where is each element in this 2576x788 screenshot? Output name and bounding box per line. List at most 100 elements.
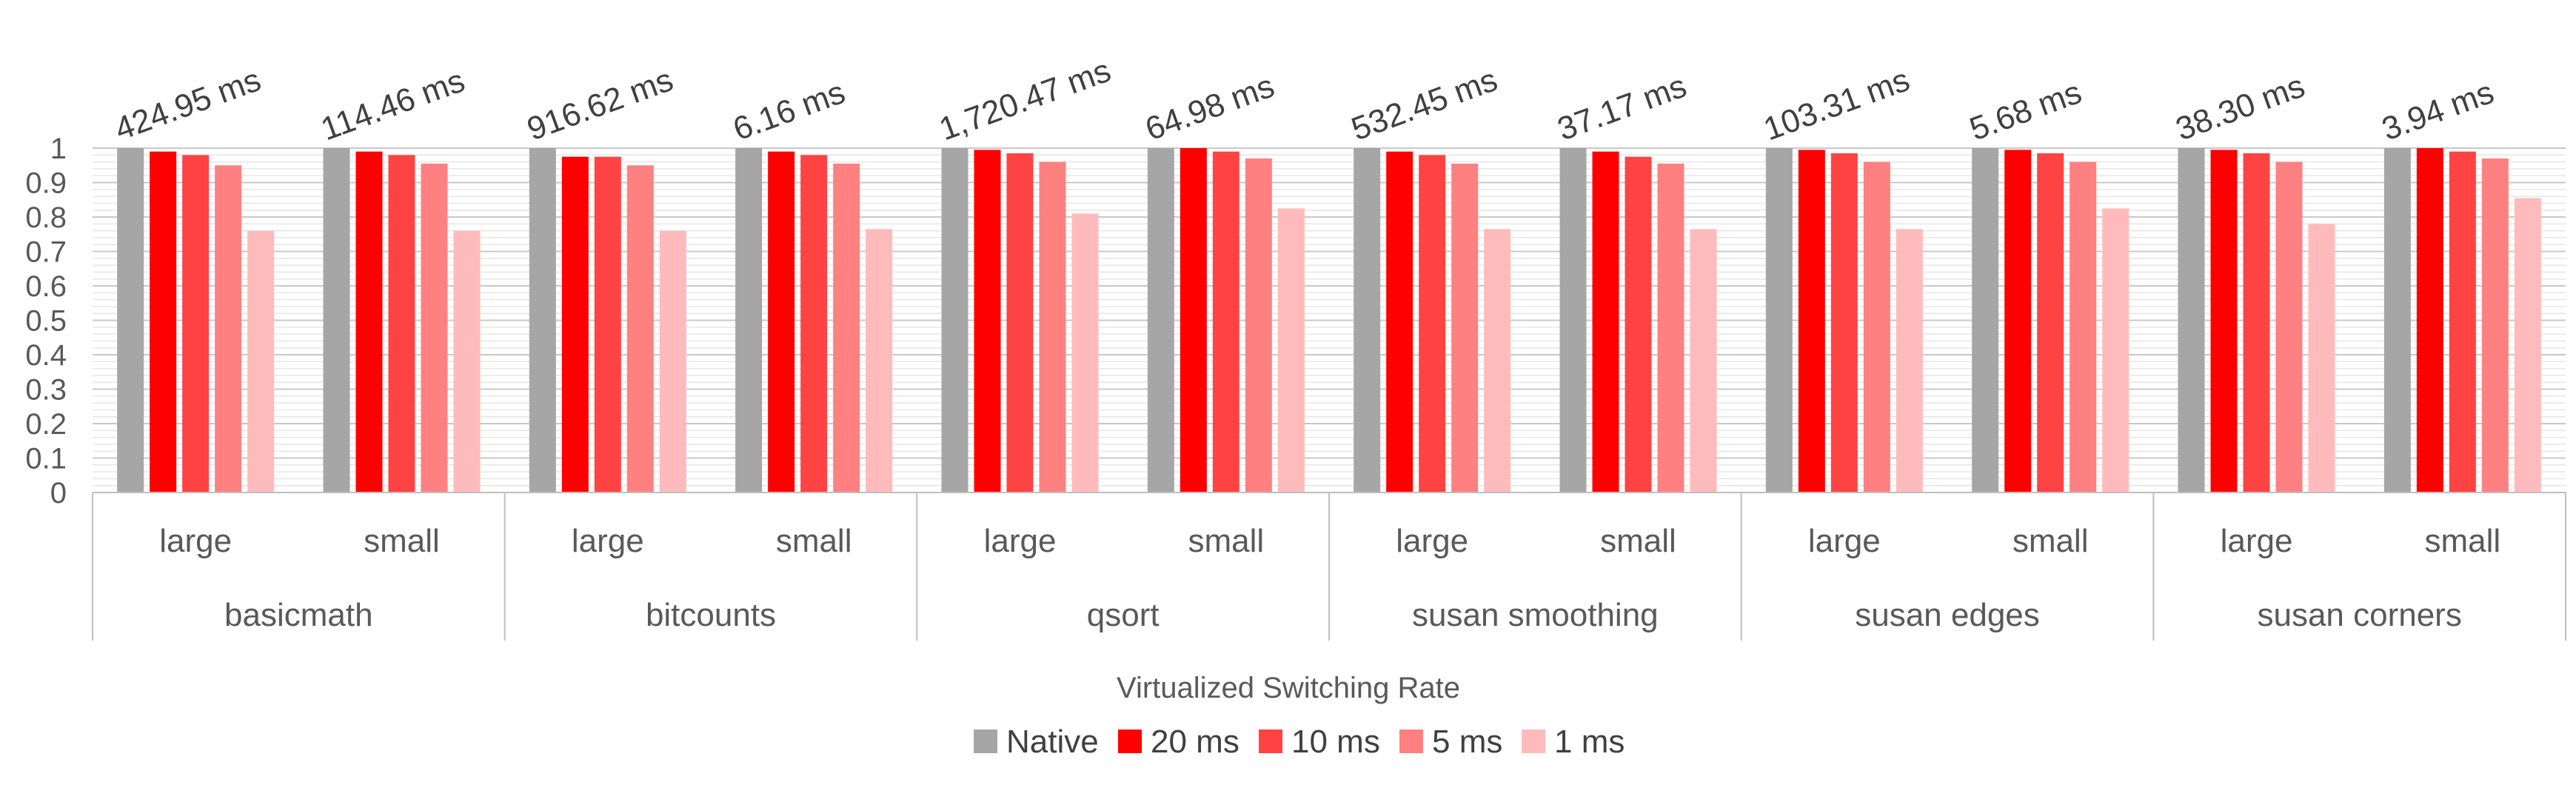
native-time-label: 38.30 ms — [2171, 67, 2309, 147]
native-time-label: 532.45 ms — [1347, 61, 1502, 147]
bar-1-ms — [247, 230, 275, 492]
bar-native — [2178, 148, 2205, 492]
bar-native — [941, 148, 968, 492]
bar-10-ms — [1830, 153, 1858, 492]
legend-items: Native 20 ms 10 ms 5 ms 1 ms — [974, 724, 1625, 760]
bar-20-ms — [355, 151, 383, 492]
y-tick-label: 0.4 — [25, 339, 67, 372]
x-category-label: small — [776, 523, 852, 559]
data-labels: 424.95 ms 114.46 ms 916.62 ms 6.16 ms 1,720.… — [110, 53, 2499, 148]
bar-20-ms — [1592, 151, 1619, 492]
y-axis: 00.10.20.30.40.50.60.70.80.91 — [25, 133, 67, 510]
bar-native — [2383, 148, 2411, 492]
bar-1-ms — [866, 229, 893, 492]
x-category-label: large — [572, 523, 644, 559]
y-tick-label: 0.2 — [25, 408, 67, 441]
bar-1-ms — [1277, 208, 1305, 492]
bar-1-ms — [659, 230, 686, 492]
bars — [117, 148, 2541, 493]
bar-20-ms — [561, 156, 589, 492]
bar-native — [1147, 148, 1174, 492]
x-group-label: susan corners — [2257, 597, 2461, 633]
bar-5-ms — [626, 165, 654, 492]
legend-swatch-4 — [1522, 729, 1545, 753]
bar-1-ms — [2308, 224, 2335, 492]
native-time-label: 5.68 ms — [1965, 74, 2087, 148]
native-time-label: 103.31 ms — [1759, 61, 1914, 147]
legend: Virtualized Switching Rate Native 20 ms 10… — [974, 672, 1625, 760]
legend-label: 10 ms — [1291, 724, 1380, 760]
x-category-label: large — [984, 523, 1057, 559]
legend-label: Native — [1006, 724, 1099, 760]
x-group-label: susan edges — [1855, 597, 2040, 633]
native-time-label: 3.94 ms — [2377, 74, 2498, 148]
legend-swatch-3 — [1399, 729, 1423, 753]
bar-native — [1559, 148, 1587, 492]
bar-10-ms — [2037, 153, 2064, 492]
y-tick-label: 0.6 — [25, 270, 67, 303]
x-category-label: small — [2013, 523, 2089, 559]
x-axis: large small large small large small large small… — [92, 492, 2566, 641]
bar-5-ms — [833, 163, 860, 493]
native-time-label: 916.62 ms — [522, 61, 678, 147]
bar-5-ms — [1657, 163, 1685, 493]
bar-10-ms — [1419, 155, 1446, 493]
bar-10-ms — [800, 155, 828, 493]
gridlines — [93, 147, 2566, 493]
bar-1-ms — [2514, 198, 2541, 492]
bar-1-ms — [453, 230, 481, 492]
bar-5-ms — [215, 165, 242, 492]
x-group-label: susan smoothing — [1412, 597, 1659, 633]
y-tick-label: 0 — [50, 477, 67, 510]
x-category-label: small — [364, 523, 440, 559]
bar-1-ms — [1071, 213, 1099, 492]
y-tick-label: 0.3 — [25, 374, 67, 407]
bar-20-ms — [2210, 150, 2238, 492]
bar-1-ms — [2102, 208, 2130, 492]
bar-10-ms — [2243, 153, 2270, 492]
bar-native — [117, 148, 144, 492]
legend-swatch-0 — [974, 729, 997, 753]
bar-native — [1765, 148, 1793, 492]
bar-10-ms — [2449, 151, 2476, 492]
x-group-label: qsort — [1087, 597, 1160, 633]
bar-10-ms — [1212, 151, 1240, 492]
y-tick-label: 0.9 — [25, 167, 67, 200]
bar-20-ms — [1386, 151, 1414, 492]
bar-5-ms — [1451, 163, 1479, 493]
bar-10-ms — [388, 155, 415, 493]
bar-10-ms — [182, 155, 210, 493]
bar-10-ms — [594, 156, 621, 492]
bar-1-ms — [1690, 229, 1717, 492]
bar-20-ms — [2004, 150, 2032, 492]
x-group-label: basicmath — [224, 597, 373, 633]
x-group-label: bitcounts — [646, 597, 776, 633]
legend-label: 20 ms — [1151, 724, 1240, 760]
bar-20-ms — [1798, 150, 1825, 492]
bar-native — [529, 148, 556, 492]
bar-20-ms — [1180, 148, 1207, 492]
native-time-label: 114.46 ms — [316, 62, 469, 147]
bar-native — [735, 148, 763, 492]
y-tick-label: 0.8 — [25, 201, 67, 234]
x-category-label: large — [159, 523, 232, 559]
y-tick-label: 0.5 — [25, 305, 67, 338]
legend-title: Virtualized Switching Rate — [1117, 672, 1460, 704]
y-tick-label: 0.7 — [25, 236, 67, 269]
bar-5-ms — [2275, 161, 2303, 492]
legend-label: 5 ms — [1432, 724, 1502, 760]
x-category-label: small — [2424, 523, 2500, 559]
y-tick-label: 1 — [50, 133, 67, 165]
native-time-label: 37.17 ms — [1553, 67, 1691, 147]
bar-native — [1972, 148, 1999, 492]
native-time-label: 424.95 ms — [110, 61, 266, 147]
y-tick-label: 0.1 — [25, 443, 67, 475]
bar-native — [323, 148, 350, 492]
bar-5-ms — [1245, 158, 1272, 492]
bar-native — [1354, 148, 1381, 492]
native-time-label: 1,720.47 ms — [934, 53, 1115, 148]
x-category-label: large — [1808, 523, 1881, 559]
bar-20-ms — [974, 150, 1001, 492]
bar-5-ms — [2070, 161, 2097, 492]
x-category-label: small — [1600, 523, 1676, 559]
